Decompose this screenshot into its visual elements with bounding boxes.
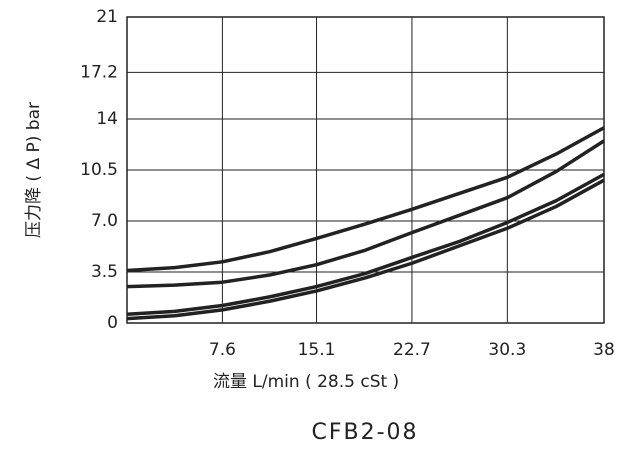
x-tick-label: 38 (593, 340, 615, 360)
x-axis-label: 流量 L/min ( 28.5 cSt ) (213, 372, 399, 392)
y-tick-label: 14 (96, 109, 118, 129)
x-tick-label: 22.7 (393, 340, 431, 360)
y-tick-label: 17.2 (80, 62, 118, 82)
data-line (126, 139, 605, 289)
chart-title: CFB2-08 (311, 420, 418, 445)
y-tick-label: 7.0 (91, 211, 118, 231)
y-tick-label: 3.5 (91, 262, 118, 282)
y-tick-label: 10.5 (80, 160, 118, 180)
x-tick-label: 30.3 (488, 340, 526, 360)
data-line (126, 172, 605, 317)
y-tick-label: 21 (96, 7, 118, 27)
y-axis-label: 压力降 ( Δ P) bar (24, 102, 44, 238)
y-tick-label: 0 (107, 313, 118, 333)
x-tick-label: 7.6 (209, 340, 236, 360)
data-line (126, 178, 605, 321)
x-tick-label: 15.1 (298, 340, 336, 360)
data-line (126, 126, 605, 273)
